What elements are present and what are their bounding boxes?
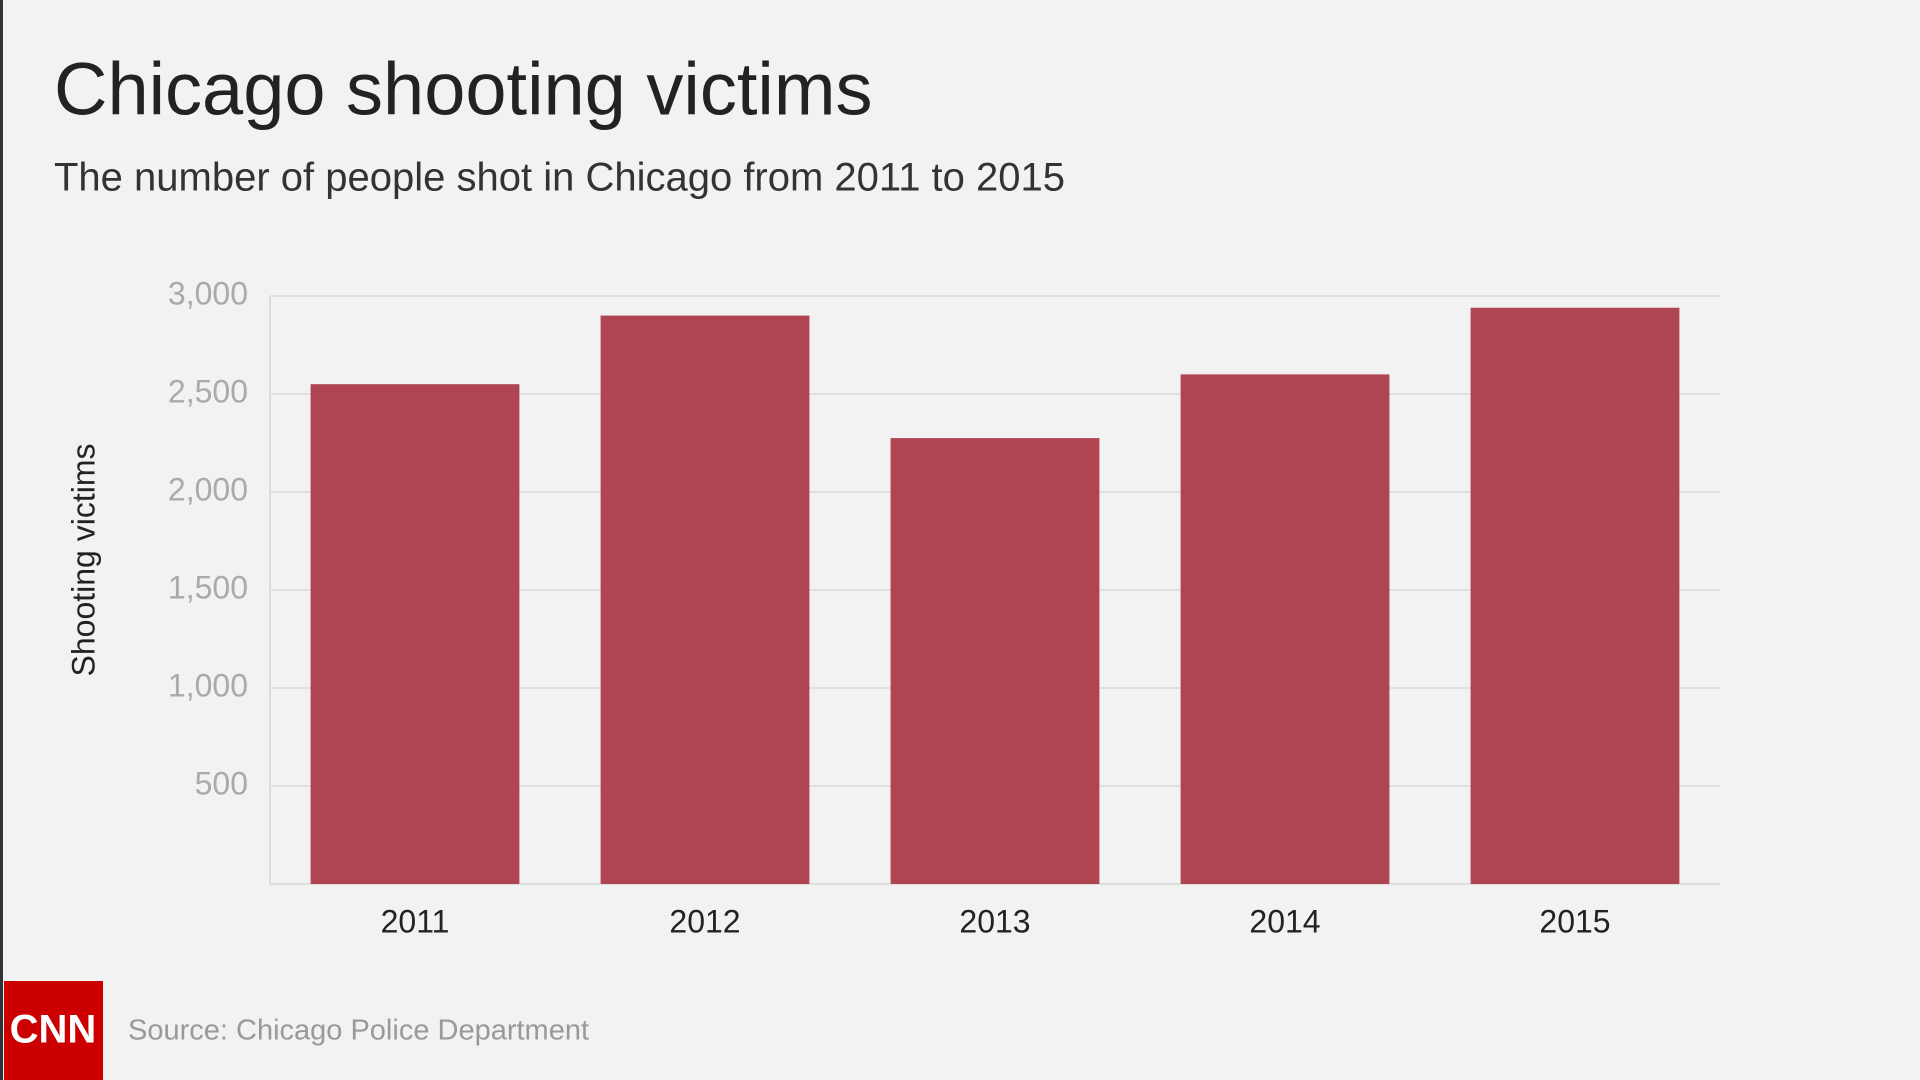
y-axis-label: Shooting victims <box>65 444 101 677</box>
y-tick-label: 500 <box>195 765 248 801</box>
y-tick-label: 1,500 <box>168 569 248 605</box>
bar <box>600 315 810 885</box>
bar <box>310 384 520 884</box>
bar <box>1470 307 1680 884</box>
source: Source: Chicago Police Department <box>128 1015 589 1047</box>
bar <box>1180 374 1390 884</box>
chart-subtitle: The number of people shot in Chicago fro… <box>54 156 1065 200</box>
y-tick-label: 1,000 <box>168 667 248 703</box>
y-tick-label: 3,000 <box>168 275 248 311</box>
bar <box>890 438 1100 884</box>
chart-title: Chicago shooting victims <box>54 48 872 131</box>
x-tick-label: 2011 <box>381 903 450 939</box>
y-tick-label: 2,500 <box>168 373 248 409</box>
logo <box>4 981 103 1080</box>
x-tick-label: 2013 <box>959 903 1030 939</box>
x-tick-label: 2012 <box>669 903 740 939</box>
y-tick-label: 2,000 <box>168 471 248 507</box>
x-tick-label: 2014 <box>1249 903 1320 939</box>
left-border <box>0 0 3 1080</box>
x-tick-label: 2015 <box>1539 903 1610 939</box>
logo-text: CNN <box>10 1008 97 1052</box>
